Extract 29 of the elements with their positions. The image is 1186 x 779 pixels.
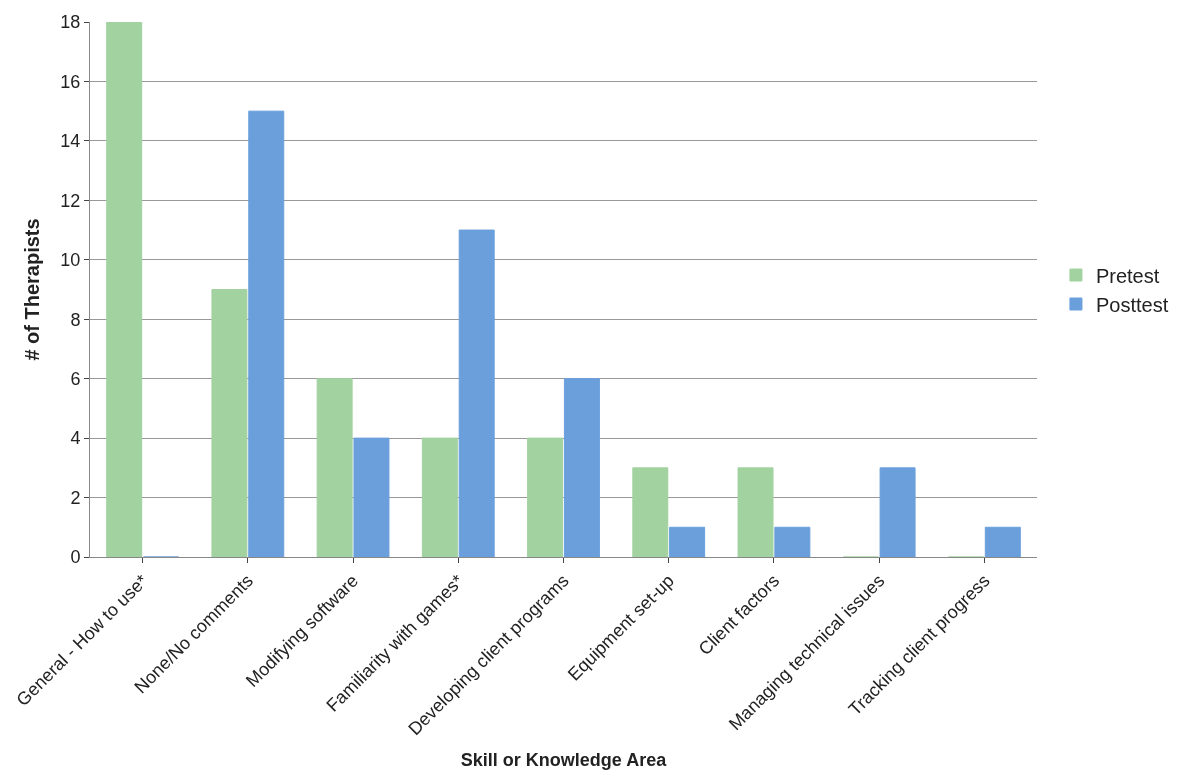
bar bbox=[563, 378, 600, 557]
y-tick-label: 14 bbox=[60, 131, 81, 152]
legend-label: Pretest bbox=[1095, 264, 1160, 287]
bar bbox=[774, 526, 811, 557]
bar bbox=[737, 467, 774, 557]
y-tick-label: 4 bbox=[70, 428, 81, 449]
y-tick-label: 8 bbox=[70, 309, 81, 330]
bar bbox=[211, 289, 248, 557]
bar bbox=[458, 229, 495, 557]
bar bbox=[632, 467, 669, 557]
bar bbox=[421, 437, 458, 557]
bar bbox=[316, 378, 353, 557]
y-tick-label: 12 bbox=[60, 190, 81, 211]
bar bbox=[669, 526, 706, 557]
bar bbox=[353, 437, 390, 557]
legend-label: Posttest bbox=[1095, 293, 1169, 316]
y-tick-label: 16 bbox=[60, 71, 81, 92]
bar bbox=[527, 437, 564, 557]
y-tick-label: 10 bbox=[60, 250, 81, 271]
bar bbox=[879, 467, 916, 557]
bar bbox=[984, 526, 1021, 557]
y-tick-label: 6 bbox=[70, 368, 81, 389]
y-tick-label: 0 bbox=[70, 547, 81, 568]
x-axis-title: Skill or Knowledge Area bbox=[460, 750, 668, 771]
bar bbox=[106, 22, 143, 557]
y-tick-label: 18 bbox=[60, 12, 81, 33]
y-tick-label: 2 bbox=[70, 487, 81, 508]
y-axis-title: # of Therapists bbox=[20, 218, 43, 361]
bar bbox=[248, 110, 285, 557]
